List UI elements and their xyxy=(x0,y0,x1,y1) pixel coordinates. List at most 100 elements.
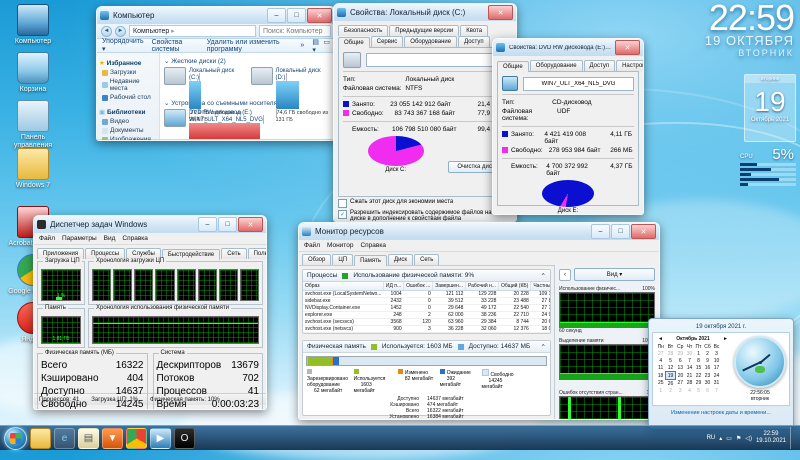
drive-item-d[interactable]: Локальный диск (D:) 74,6 ГБ свободно из … xyxy=(250,67,331,123)
prope-titlebar[interactable]: Свойства: DVD RW дисковода (E:) WIN7_ULT… xyxy=(493,39,643,56)
tab-security[interactable]: Безопасность xyxy=(338,25,389,36)
clock-gadget[interactable]: 22:59 19 ОКТЯБРЯ ВТОРНИК xyxy=(705,0,795,58)
tray-show-hidden-icon[interactable]: ▴ xyxy=(719,435,723,442)
dvd-e-properties-dialog[interactable]: Свойства: DVD RW дисковода (E:) WIN7_ULT… xyxy=(492,38,644,215)
tab-previous-versions[interactable]: Предыдущие версии xyxy=(389,25,460,36)
tab-sharing[interactable]: Доступ xyxy=(583,60,616,71)
taskmgr-menubar[interactable]: Файл Параметры Вид Справка xyxy=(34,233,266,245)
task-manager-window[interactable]: Диспетчер задач Windows – □ ✕ Файл Парам… xyxy=(33,215,267,410)
nav-item-desktop[interactable]: Рабочий стол xyxy=(99,93,157,102)
taskbar-item-opera[interactable]: O xyxy=(174,427,195,449)
close-button[interactable]: ✕ xyxy=(631,224,656,239)
calendar-day-cell[interactable]: 7 xyxy=(688,357,691,364)
show-desktop-button[interactable] xyxy=(790,427,796,449)
tray-language[interactable]: RU xyxy=(706,435,716,441)
desktop-icon-recycle-bin[interactable]: Корзина xyxy=(4,52,62,94)
calendar-day-cell[interactable]: 6 xyxy=(678,357,682,364)
calendar-day-cell[interactable]: 31 xyxy=(713,380,720,387)
propc-tabs-bottom[interactable]: Общие Сервис Оборудование Доступ xyxy=(338,36,512,48)
calendar-day-cell[interactable]: 28 xyxy=(686,380,693,387)
calendar-day-cell[interactable]: 17 xyxy=(713,364,720,371)
calendar-day-cell[interactable]: 20 xyxy=(677,372,684,379)
explorer-window[interactable]: Компьютер – □ ✕ ◄ ► Компьютер ▸ Поиск: К… xyxy=(96,6,336,141)
calendar-day-cell[interactable]: 4 xyxy=(659,357,663,364)
index-checkbox[interactable]: ✓ xyxy=(338,210,347,219)
col-image[interactable]: Образ xyxy=(303,282,384,291)
nav-item-documents[interactable]: Документы xyxy=(99,126,157,135)
calendar-day-cell[interactable]: 5 xyxy=(697,387,700,394)
forward-icon[interactable]: ► xyxy=(115,25,126,37)
taskbar-item-downloads[interactable]: ▼ xyxy=(102,427,123,449)
calendar-day-cell-selected[interactable]: 19 xyxy=(665,371,676,380)
taskbar-item-chrome[interactable] xyxy=(126,427,147,449)
close-button[interactable]: ✕ xyxy=(615,40,640,55)
calendar-day-cell[interactable]: 16 xyxy=(704,364,711,371)
taskbar-item-media-player[interactable]: ▶ xyxy=(150,427,171,449)
menu-help[interactable]: Справка xyxy=(122,235,148,242)
next-month-button[interactable]: ► xyxy=(723,336,728,342)
calendar-day-cell[interactable]: 18 xyxy=(657,372,664,379)
mini-calendar[interactable]: ◄ Октябрь 2021 ► Пн Вт Ср Чт Пт Сб Вс 27… xyxy=(656,336,730,402)
close-button[interactable]: ✕ xyxy=(307,8,332,23)
tab-performance[interactable]: Быстродействие xyxy=(161,249,221,260)
volume-label-field[interactable] xyxy=(366,53,507,67)
change-datetime-settings-link[interactable]: Изменение настроек даты и времени... xyxy=(671,410,771,416)
expand-panel-icon[interactable]: ‹ xyxy=(559,268,571,281)
tray-clock[interactable]: 22:59 19.10.2021 xyxy=(756,431,786,445)
menu-options[interactable]: Параметры xyxy=(61,235,97,242)
taskbar[interactable]: e ▤ ▼ ▶ O RU ▴ ▭ ⚑ ◁) 22:59 19.10.2021 xyxy=(0,425,800,450)
calendar-day-cell[interactable]: 10 xyxy=(713,357,720,364)
organize-button[interactable]: Упорядочить ▾ xyxy=(102,38,144,53)
col-faults[interactable]: Ошибок ... xyxy=(403,282,434,291)
desktop-icon-computer[interactable]: Компьютер xyxy=(4,4,62,46)
tab-processes[interactable]: Процессы xyxy=(85,248,126,259)
taskbar-item-ie[interactable]: e xyxy=(54,427,75,449)
more-commands-button[interactable]: » xyxy=(300,42,305,49)
breadcrumb[interactable]: Компьютер ▸ xyxy=(129,25,256,37)
tab-sharing[interactable]: Доступ xyxy=(458,36,490,47)
resource-monitor-window[interactable]: Монитор ресурсов – □ ✕ Файл Монитор Спра… xyxy=(298,222,660,420)
tab-hardware[interactable]: Оборудование xyxy=(529,60,583,71)
tray-network-icon[interactable]: ▭ xyxy=(726,435,732,442)
tab-users[interactable]: Пользователи xyxy=(247,248,266,259)
calendar-day-cell[interactable]: 14 xyxy=(686,364,693,371)
maximize-button[interactable]: □ xyxy=(611,224,630,239)
drive-item-dvd[interactable]: DVD RW дисковод (E:) WIN7_ULT_X64_NL5_DV… xyxy=(164,109,265,139)
index-checkbox-row[interactable]: ✓ Разрешить индексировать содержимое фай… xyxy=(338,210,512,221)
col-pid[interactable]: ИД п... xyxy=(383,282,405,291)
tray-action-center-icon[interactable]: ⚑ xyxy=(735,435,742,442)
col-working-set[interactable]: Рабочий н... xyxy=(465,282,499,291)
calendar-day-cell[interactable]: 27 xyxy=(657,350,664,357)
calendar-day-cell[interactable]: 30 xyxy=(686,350,693,357)
collapse-icon[interactable]: ⌃ xyxy=(540,343,546,351)
compress-checkbox-row[interactable]: Сжать этот диск для экономии места xyxy=(338,199,512,208)
menu-monitor[interactable]: Монитор xyxy=(326,242,354,249)
calendar-day-cell[interactable]: 21 xyxy=(686,372,693,379)
cpu-meter-gadget[interactable]: CPU 5% xyxy=(740,146,796,200)
calendar-day-cell[interactable]: 5 xyxy=(669,357,672,364)
minimize-button[interactable]: – xyxy=(591,224,610,239)
calendar-day-cell[interactable]: 13 xyxy=(677,364,684,371)
view-dropdown-button[interactable]: Вид ▾ xyxy=(574,268,655,281)
tab-applications[interactable]: Приложения xyxy=(37,248,85,259)
back-icon[interactable]: ◄ xyxy=(101,25,112,37)
col-commit[interactable]: Завершен... xyxy=(432,282,466,291)
calendar-day-cell[interactable]: 8 xyxy=(697,357,700,364)
start-orb-icon[interactable] xyxy=(4,426,27,450)
calendar-day-cell[interactable]: 29 xyxy=(695,380,702,387)
tab-general[interactable]: Общие xyxy=(338,37,370,48)
tab-customize[interactable]: Настройка xyxy=(616,60,643,71)
tab-memory[interactable]: Память xyxy=(354,255,388,266)
calendar-day-cell[interactable]: 15 xyxy=(695,364,702,371)
calendar-day-cell[interactable]: 27 xyxy=(677,380,684,387)
tab-network[interactable]: Сеть xyxy=(221,248,247,259)
explorer-window-buttons[interactable]: – □ ✕ xyxy=(267,8,332,23)
disk-c-properties-dialog[interactable]: Свойства: Локальный диск (C:) ✕ Безопасн… xyxy=(333,3,517,222)
calendar-day-cell[interactable]: 2 xyxy=(669,387,672,394)
drive-item-c[interactable]: Локальный диск (C:) 77,9 ГБ свободно из … xyxy=(164,67,245,123)
desktop-icon-folder[interactable]: Windows 7 xyxy=(4,148,62,190)
propc-tabs-top[interactable]: Безопасность Предыдущие версии Квота xyxy=(338,25,512,36)
taskmgr-titlebar[interactable]: Диспетчер задач Windows – □ ✕ xyxy=(34,216,266,233)
explorer-navbar[interactable]: ◄ ► Компьютер ▸ Поиск: Компьютер xyxy=(97,24,335,39)
system-tray[interactable]: RU ▴ ▭ ⚑ ◁) 22:59 19.10.2021 xyxy=(707,427,796,449)
